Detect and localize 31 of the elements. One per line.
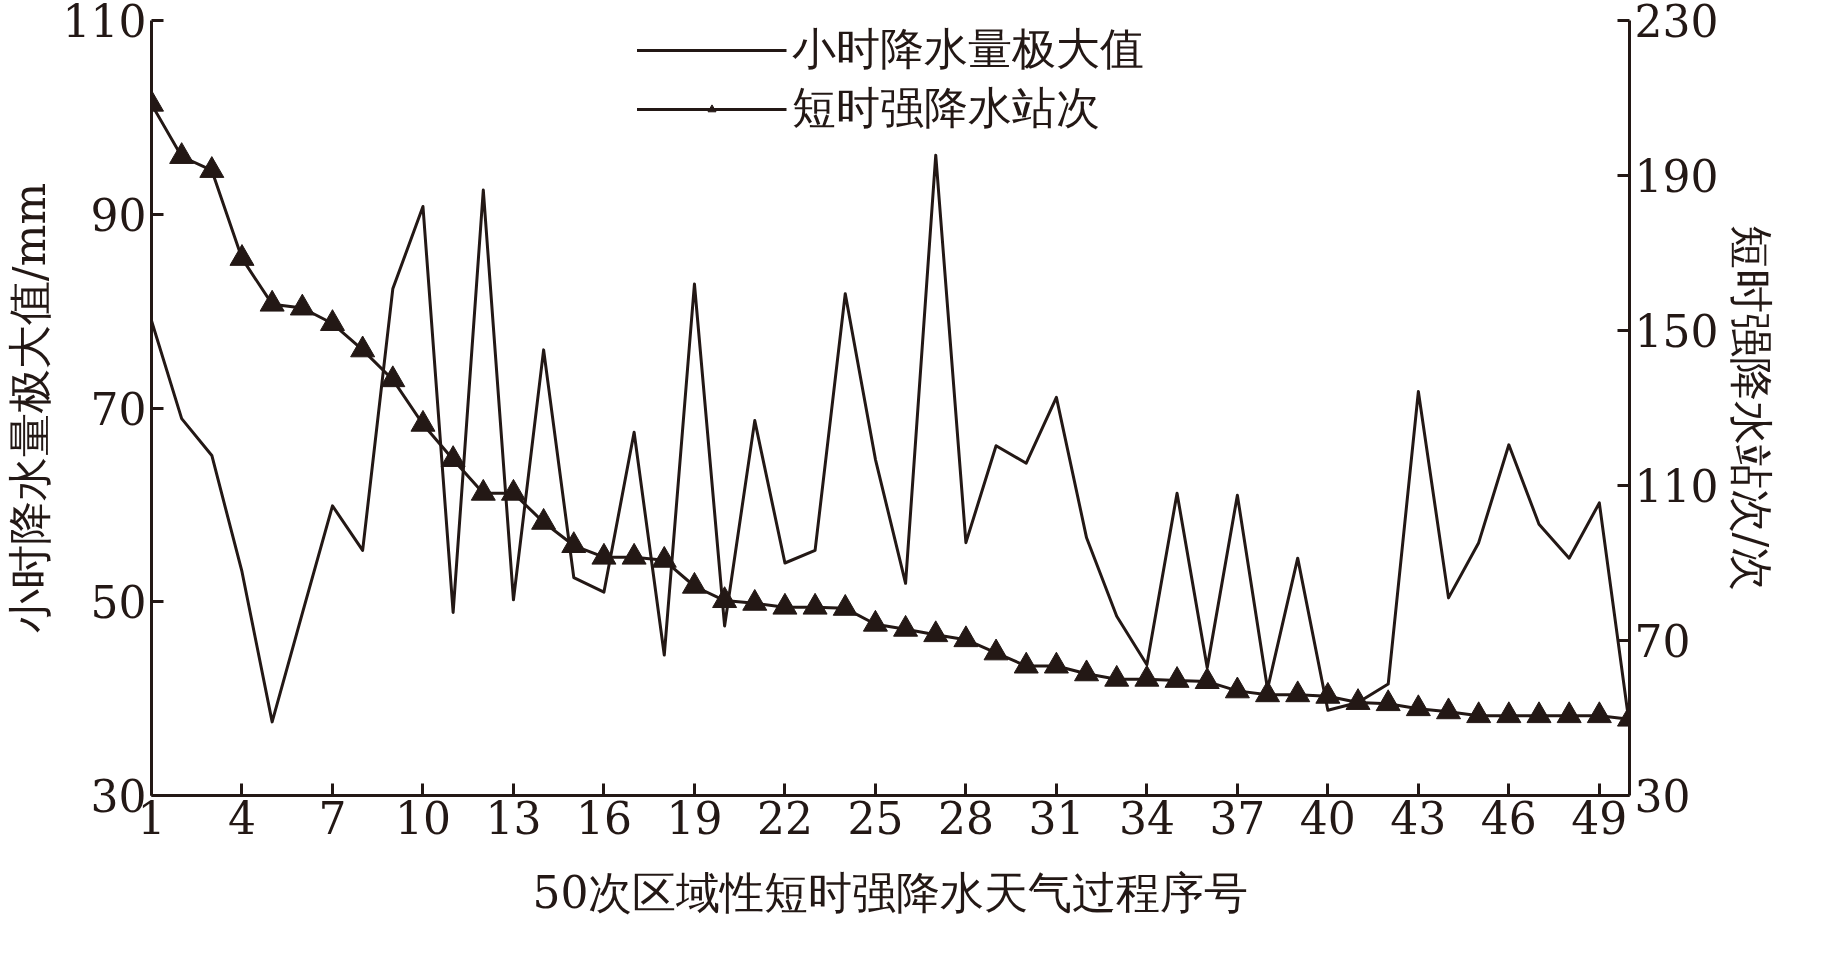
- x-tick-label: 10: [394, 792, 451, 844]
- y-axis-title: 小时降水量极大值/mm: [3, 182, 55, 634]
- y2-tick-label: 230: [1634, 0, 1719, 47]
- x-tick-label: 43: [1390, 792, 1447, 844]
- x-tick-label: 22: [756, 792, 813, 844]
- x-tick-label: 28: [937, 792, 994, 844]
- x-tick-label: 37: [1209, 792, 1266, 844]
- x-tick-label: 34: [1118, 792, 1175, 844]
- y-tick-label: 70: [90, 383, 147, 435]
- y2-tick-label: 150: [1634, 306, 1719, 357]
- y-tick-label: 90: [90, 189, 147, 241]
- y-tick-label: 110: [62, 0, 147, 47]
- legend-label: 短时强降水站次: [791, 81, 1100, 135]
- y2-tick-label: 190: [1634, 151, 1719, 202]
- legend-label: 小时降水量极大值: [791, 22, 1144, 76]
- y-tick-label: 50: [90, 577, 147, 629]
- x-axis-title: 50次区域性短时强降水天气过程序号: [532, 866, 1249, 918]
- x-tick-label: 16: [575, 792, 632, 844]
- x-tick-label: 49: [1571, 792, 1628, 844]
- x-tick-label: 25: [847, 792, 904, 844]
- x-tick-label: 31: [1028, 792, 1085, 844]
- x-tick-label: 13: [485, 792, 542, 844]
- x-tick-label: 7: [318, 792, 347, 844]
- y2-tick-label: 110: [1634, 461, 1719, 512]
- y2-axis-title: 短时强降水站次/次: [1726, 224, 1778, 592]
- y2-tick-label: 70: [1634, 616, 1691, 667]
- x-tick-label: 46: [1480, 792, 1537, 844]
- x-tick-label: 4: [227, 792, 256, 844]
- x-tick-label: 19: [666, 792, 723, 844]
- y2-tick-label: 30: [1634, 771, 1691, 822]
- x-tick-label: 40: [1299, 792, 1356, 844]
